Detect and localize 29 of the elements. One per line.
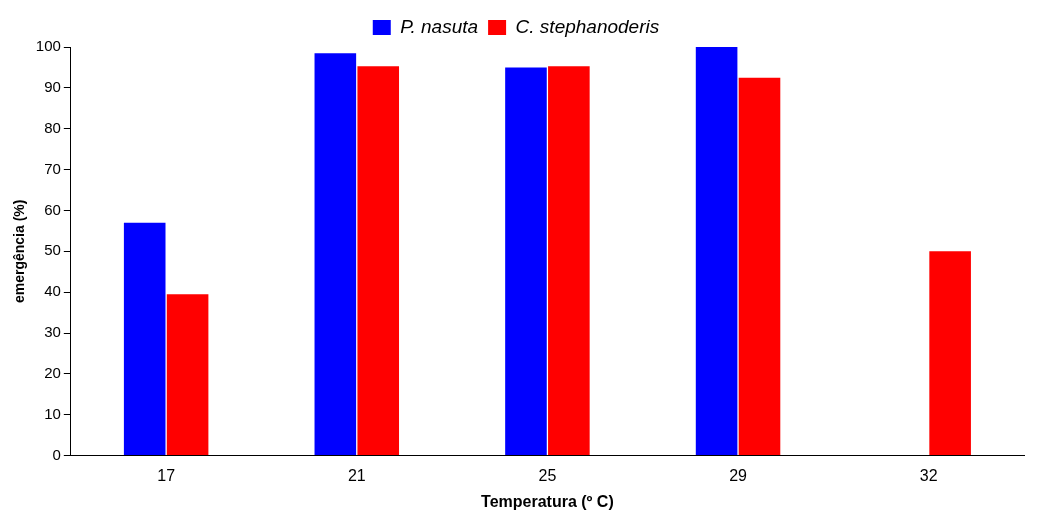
y-tick-label: 0 <box>52 445 61 463</box>
y-tick-label: 100 <box>35 37 61 55</box>
bar <box>123 222 166 456</box>
x-tick-label: 17 <box>157 466 176 484</box>
bar <box>166 294 209 456</box>
bar <box>695 47 738 456</box>
y-axis-title: emergência (%) <box>11 199 28 304</box>
bar <box>505 67 547 456</box>
x-tick-label: 25 <box>538 466 557 484</box>
bar <box>548 66 590 456</box>
y-tick-label: 80 <box>44 118 61 136</box>
bar <box>314 53 357 456</box>
bar <box>929 251 971 456</box>
x-axis-title: Temperatura (º C) <box>481 492 614 510</box>
y-tick-label: 90 <box>44 78 61 95</box>
x-tick-label: 32 <box>919 466 938 484</box>
y-tick-label: 60 <box>44 200 61 218</box>
y-tick-label: 30 <box>44 323 61 341</box>
bar <box>357 66 400 456</box>
y-tick-label: 20 <box>44 364 61 382</box>
y-tick-label: 40 <box>44 282 61 300</box>
y-tick-label: 70 <box>44 159 61 177</box>
bar <box>738 77 781 456</box>
legend-label: C. stephanoderis <box>515 15 660 37</box>
legend-label: P. nasuta <box>400 15 479 37</box>
y-tick-label: 10 <box>44 404 61 422</box>
x-tick-label: 21 <box>347 466 366 484</box>
y-tick-label: 50 <box>44 241 61 259</box>
x-tick-label: 29 <box>729 466 748 484</box>
